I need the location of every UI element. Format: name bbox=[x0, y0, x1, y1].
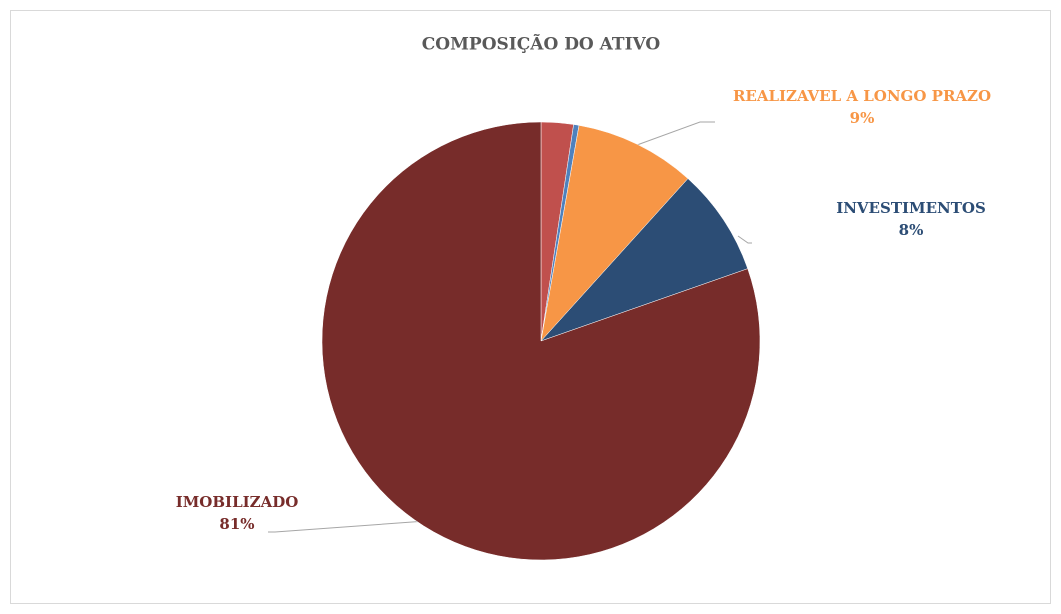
slice-value-label: 8% bbox=[899, 221, 924, 239]
pie-slice bbox=[540, 178, 749, 342]
slice-label: IMOBILIZADO bbox=[176, 493, 299, 511]
slice-value-label: 81% bbox=[219, 515, 254, 533]
leader-line bbox=[636, 121, 715, 146]
slice-value-label: 9% bbox=[850, 109, 875, 127]
pie-slice bbox=[321, 121, 761, 561]
chart-title: COMPOSIÇÃO DO ATIVO bbox=[422, 33, 661, 55]
slice-label: REALIZAVEL A LONGO PRAZO bbox=[733, 87, 991, 105]
slice-label: INVESTIMENTOS bbox=[836, 199, 986, 217]
leader-line bbox=[737, 235, 752, 244]
leader-line bbox=[268, 519, 441, 533]
pie-slice bbox=[540, 125, 689, 342]
